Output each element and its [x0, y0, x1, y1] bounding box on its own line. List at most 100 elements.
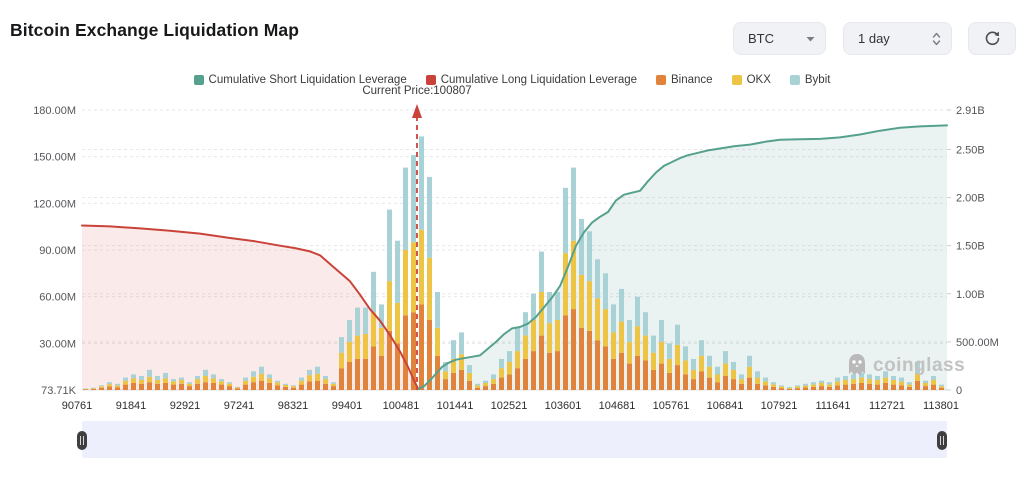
bar-segment [835, 385, 840, 390]
bar-segment [99, 386, 104, 388]
bar-segment [811, 386, 816, 390]
x-axis-tick: 106841 [707, 400, 744, 412]
bar-segment [123, 377, 128, 381]
bar-segment [283, 385, 288, 387]
bar-segment [291, 385, 296, 387]
bar-segment [283, 386, 288, 390]
bar-segment [179, 379, 184, 384]
x-axis-tick: 98321 [278, 400, 309, 412]
bar-segment [755, 383, 760, 390]
bar-segment [611, 304, 616, 333]
bar-segment [323, 379, 328, 384]
bar-segment [483, 383, 488, 387]
bar-segment [267, 383, 272, 390]
bar-segment [307, 381, 312, 390]
refresh-button[interactable] [968, 22, 1016, 55]
coin-select[interactable]: BTC [733, 22, 826, 55]
bar-segment [635, 296, 640, 327]
bar-segment [843, 384, 848, 390]
bar-segment [499, 358, 504, 369]
bar-segment [563, 187, 568, 254]
bar-segment [851, 383, 856, 390]
bar-segment [723, 351, 728, 364]
bar-segment [187, 383, 192, 387]
bar-segment [587, 231, 592, 282]
legend-item[interactable]: Binance [656, 74, 713, 86]
page-title: Bitcoin Exchange Liquidation Map [10, 20, 300, 40]
bar-segment [779, 386, 784, 389]
left-axis-tick: 120.00M [33, 198, 76, 210]
bar-segment [115, 385, 120, 388]
bar-segment [595, 340, 600, 390]
bar-segment [227, 386, 232, 390]
bar-segment [339, 337, 344, 353]
bar-segment [923, 383, 928, 387]
bar-segment [595, 298, 600, 341]
legend-item[interactable]: Bybit [789, 74, 830, 86]
interval-select[interactable]: 1 day [843, 22, 952, 55]
bar-segment [915, 372, 920, 381]
bar-segment [411, 155, 416, 243]
bar-segment [811, 384, 816, 387]
bar-segment [883, 371, 888, 378]
bar-segment [915, 362, 920, 373]
bar-segment [795, 386, 800, 389]
bar-segment [571, 309, 576, 390]
bar-segment [555, 320, 560, 352]
bar-segment [179, 383, 184, 390]
bar-segment [299, 377, 304, 381]
bar-segment [923, 386, 928, 390]
bar-segment [483, 380, 488, 383]
bar-segment [691, 369, 696, 380]
bar-segment [867, 383, 872, 390]
legend-item[interactable]: Cumulative Long Liquidation Leverage [425, 74, 637, 86]
right-axis-tick: 2.00B [956, 193, 985, 205]
bar-segment [779, 388, 784, 390]
bar-segment [627, 320, 632, 342]
bar-segment [707, 355, 712, 367]
legend-swatch-icon [656, 75, 667, 85]
bar-segment [539, 251, 544, 292]
bar-segment [315, 373, 320, 381]
bar-segment [859, 377, 864, 383]
bar-segment [707, 366, 712, 378]
bar-segment [643, 312, 648, 336]
left-axis-labels: 180.00M 150.00M 120.00M 90.00M 60.00M 30.00M 7… [33, 105, 76, 397]
bar-segment [307, 369, 312, 376]
bar-segment [563, 315, 568, 390]
bar-segment [699, 355, 704, 372]
bar-segment [579, 274, 584, 328]
legend-item[interactable]: Cumulative Short Liquidation Leverage [193, 74, 407, 86]
brush-track[interactable] [82, 421, 947, 458]
bar-segment [915, 380, 920, 390]
legend-item[interactable]: OKX [731, 74, 771, 86]
bar-segment [787, 386, 792, 388]
brush-handle-right[interactable] [937, 431, 947, 450]
bar-segment [555, 292, 560, 320]
bar-segment [891, 384, 896, 390]
bar-segment [403, 250, 408, 316]
bar-segment [403, 315, 408, 390]
right-axis-tick: 2.91B [956, 105, 985, 117]
brush-handle-left[interactable] [77, 431, 87, 450]
bar-segment [771, 384, 776, 387]
area-fill [418, 125, 947, 391]
refresh-icon [985, 31, 999, 46]
bar-segment [187, 382, 192, 384]
bar-segment [923, 380, 928, 383]
bar-segment [811, 382, 816, 385]
liquidation-chart[interactable]: 180.00M 150.00M 120.00M 90.00M 60.00M 30.00M 7… [0, 0, 1024, 420]
bar-segment [179, 377, 184, 380]
x-axis-tick: 102521 [491, 400, 528, 412]
bar-segment [395, 302, 400, 344]
bar-segment [667, 358, 672, 373]
bar-segment [219, 384, 224, 390]
bar-segment [347, 341, 352, 362]
bar-segment [251, 382, 256, 390]
bar-segment [155, 376, 160, 380]
bar-segment [147, 376, 152, 383]
bar-segment [387, 209, 392, 282]
legend-swatch-icon [425, 75, 436, 85]
bar-segment [491, 379, 496, 384]
bar-segment [555, 351, 560, 390]
